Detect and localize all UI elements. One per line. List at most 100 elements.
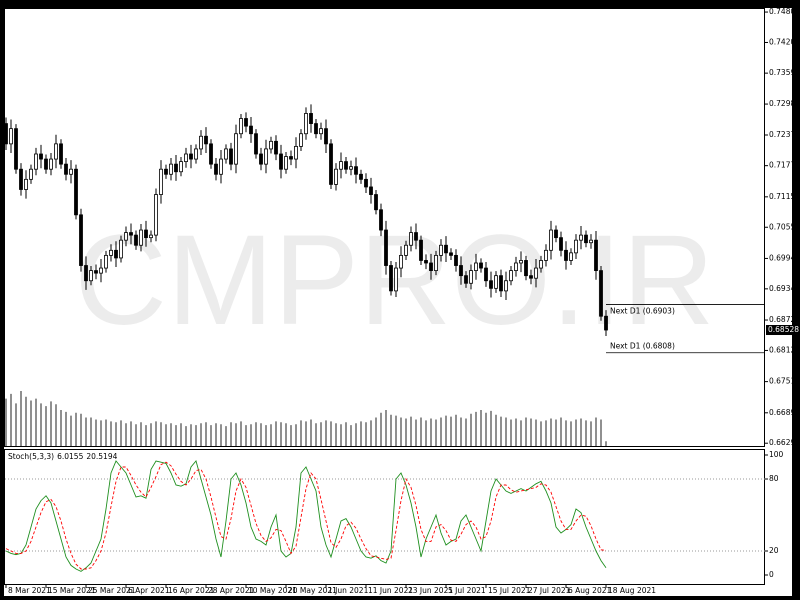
candle-body <box>259 153 263 165</box>
candle-body <box>159 168 163 195</box>
candle-body <box>309 113 313 124</box>
candle-body <box>119 239 123 259</box>
y-tick-label: 0.67510 <box>769 377 800 386</box>
candle-body <box>524 260 528 277</box>
y-tick-label: 0.71770 <box>769 161 800 170</box>
candle-body <box>319 128 323 135</box>
y-tick-label: 0.68125 <box>769 345 800 354</box>
candle-body <box>279 153 283 170</box>
candle-body <box>344 161 348 170</box>
candle-body <box>579 234 583 241</box>
candle-body <box>144 229 148 239</box>
candle-body <box>429 262 433 271</box>
candle-body <box>539 260 543 269</box>
candle-body <box>284 156 288 170</box>
candle-body <box>99 267 103 274</box>
candle-body <box>69 168 73 175</box>
candle-body <box>559 237 563 251</box>
candle-body <box>484 267 488 282</box>
candle-body <box>59 143 63 165</box>
y-tick-label: 0.66295 <box>769 438 800 447</box>
candle-body <box>49 158 53 170</box>
candle-body <box>459 265 463 277</box>
candle-body <box>414 232 418 241</box>
candle-body <box>89 270 93 282</box>
candle-body <box>384 229 388 266</box>
candle-body <box>549 229 553 251</box>
candle-body <box>304 113 308 135</box>
candle-body <box>439 244 443 256</box>
candle-body <box>534 267 538 279</box>
candle-body <box>564 249 568 261</box>
x-tick-label: 11 Jun 2021 <box>368 586 413 595</box>
candle-body <box>204 135 208 145</box>
y-tick-label: 0.66895 <box>769 408 800 417</box>
x-tick-label: 5 Jul 2021 <box>448 586 486 595</box>
candle-body <box>574 239 578 254</box>
candle-body <box>109 249 113 256</box>
candle-body <box>464 275 468 284</box>
y-tick-label: 0.74200 <box>769 37 800 46</box>
candle-body <box>374 194 378 211</box>
candle-body <box>299 133 303 147</box>
candle-body <box>64 163 68 175</box>
candle-body <box>389 265 393 292</box>
candle-body <box>509 270 513 282</box>
price-pane <box>4 8 765 447</box>
x-tick-label: 6 Apr 2021 <box>128 586 170 595</box>
candle-body <box>504 280 508 292</box>
candle-body <box>324 128 328 145</box>
candle-body <box>454 254 458 266</box>
x-tick-label: 6 Aug 2021 <box>568 586 611 595</box>
candle-body <box>544 249 548 261</box>
candle-body <box>24 178 28 190</box>
candle-body <box>234 133 238 165</box>
canvas <box>4 8 792 596</box>
candle-body <box>184 153 188 163</box>
y-tick-label: 80 <box>769 474 779 483</box>
candle-body <box>474 262 478 271</box>
candle-body <box>74 168 78 216</box>
candle-body <box>94 270 98 274</box>
candle-body <box>244 118 248 127</box>
x-tick-label: 27 Jul 2021 <box>528 586 571 595</box>
candle-body <box>84 265 88 282</box>
y-tick-label: 0.69340 <box>769 284 800 293</box>
candle-body <box>44 158 48 170</box>
last-price-label: 0.68528 <box>768 325 799 334</box>
indicator-value: 20.5194 <box>86 452 117 461</box>
candle-body <box>194 148 198 160</box>
candle-body <box>379 209 383 231</box>
candle-body <box>334 168 338 185</box>
candle-body <box>239 118 243 135</box>
candle-body <box>449 252 453 256</box>
indicator-value: 6.0155 <box>57 452 83 461</box>
candle-body <box>264 148 268 165</box>
candle-body <box>139 229 143 246</box>
candle-body <box>289 156 293 160</box>
candle-body <box>179 161 183 173</box>
candle-body <box>404 244 408 256</box>
x-tick-label: 16 Apr 2021 <box>168 586 215 595</box>
candle-body <box>479 262 483 269</box>
candle-body <box>589 239 593 244</box>
candle-body <box>209 143 213 165</box>
candle-body <box>149 234 153 239</box>
x-tick-label: 28 Apr 2021 <box>208 586 255 595</box>
y-tick-label: 0.71155 <box>769 192 800 201</box>
y-tick-label: 0.74800 <box>769 7 800 16</box>
y-tick-label: 100 <box>769 450 784 459</box>
candle-body <box>399 254 403 269</box>
candle-body <box>39 153 43 160</box>
y-tick-label: 20 <box>769 546 779 555</box>
candle-body <box>434 254 438 271</box>
candle-body <box>569 252 573 261</box>
candle-body <box>189 153 193 160</box>
y-tick-label: 0.69940 <box>769 253 800 262</box>
candle-body <box>584 234 588 244</box>
candle-body <box>419 239 423 261</box>
candle-body <box>104 254 108 269</box>
candle-body <box>519 260 523 264</box>
x-tick-label: 8 Mar 2021 <box>8 586 51 595</box>
candle-body <box>514 262 518 271</box>
